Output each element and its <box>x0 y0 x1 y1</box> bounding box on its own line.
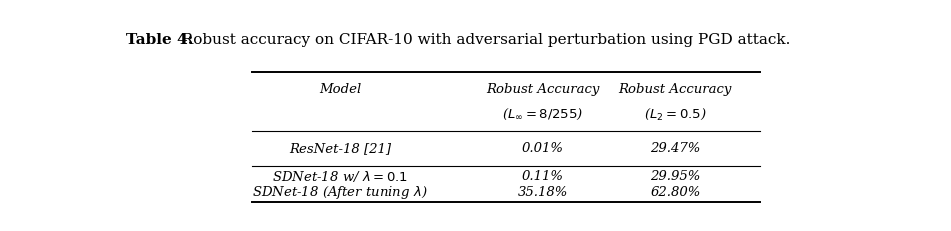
Text: Table 4:: Table 4: <box>126 33 193 47</box>
Text: SDNet-18 w/ $\lambda = 0.1$: SDNet-18 w/ $\lambda = 0.1$ <box>272 169 408 184</box>
Text: Model: Model <box>319 83 361 96</box>
Text: Robust Accuracy: Robust Accuracy <box>619 83 732 96</box>
Text: 35.18%: 35.18% <box>517 185 568 199</box>
Text: ResNet-18 [21]: ResNet-18 [21] <box>289 142 391 155</box>
Text: 29.47%: 29.47% <box>650 142 701 155</box>
Text: ($L_\infty = 8/255$): ($L_\infty = 8/255$) <box>502 106 583 122</box>
Text: 0.11%: 0.11% <box>522 170 564 183</box>
Text: 29.95%: 29.95% <box>650 170 701 183</box>
Text: Robust accuracy on CIFAR-10 with adversarial perturbation using PGD attack.: Robust accuracy on CIFAR-10 with adversa… <box>172 33 790 47</box>
Text: 62.80%: 62.80% <box>650 185 701 199</box>
Text: 0.01%: 0.01% <box>522 142 564 155</box>
Text: SDNet-18 (After tuning $\lambda$): SDNet-18 (After tuning $\lambda$) <box>252 184 428 201</box>
Text: ($L_2 = 0.5$): ($L_2 = 0.5$) <box>644 106 707 122</box>
Text: Robust Accuracy: Robust Accuracy <box>486 83 599 96</box>
